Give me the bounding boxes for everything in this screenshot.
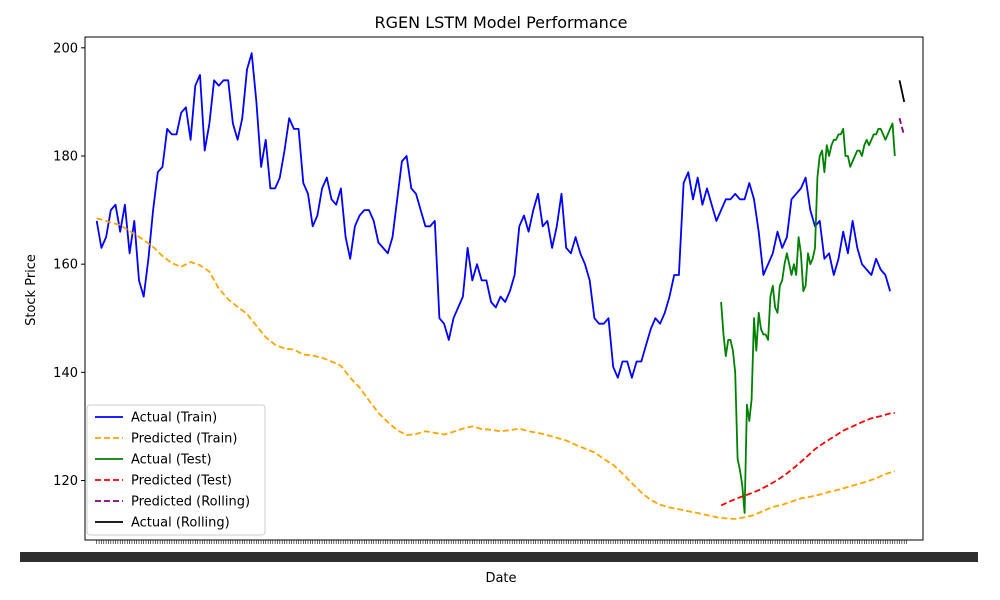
x-tick-labels-overlapping (20, 552, 978, 562)
legend-label: Predicted (Rolling) (131, 495, 250, 510)
legend: Actual (Train) Predicted (Train) Actual (T… (86, 404, 266, 536)
series-layer (95, 52, 906, 520)
y-tick-label: 180 (53, 149, 78, 164)
y-tick-label: 120 (53, 474, 78, 489)
plot-frame (84, 36, 924, 541)
series-line-6 (898, 80, 906, 103)
y-axis-title: Stock Price (24, 254, 39, 326)
series-line-2 (96, 217, 896, 520)
legend-label: Predicted (Test) (131, 474, 232, 489)
legend-label: Actual (Train) (131, 411, 217, 426)
chart-title: RGEN LSTM Model Performance (375, 13, 628, 32)
y-tick-label: 160 (53, 258, 78, 273)
x-axis-ticks (20, 540, 978, 562)
y-axis-ticks: 120 140 160 180 200 (53, 41, 85, 489)
legend-label: Actual (Rolling) (131, 516, 230, 531)
series-line-3 (720, 122, 896, 514)
legend-label: Actual (Test) (131, 453, 212, 468)
series-line-4 (720, 412, 895, 507)
y-tick-label: 200 (53, 41, 78, 56)
y-tick-label: 140 (53, 366, 78, 381)
x-axis-title: Date (485, 571, 516, 586)
legend-label: Predicted (Train) (131, 432, 238, 447)
series-line-5 (898, 117, 906, 136)
legend-box (86, 404, 266, 536)
series-line-1 (95, 52, 891, 379)
